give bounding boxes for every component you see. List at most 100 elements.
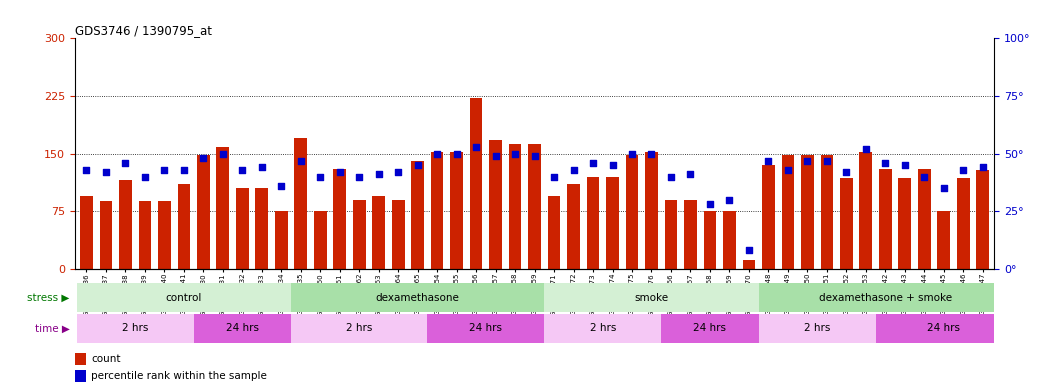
- Point: [838, 169, 854, 175]
- Bar: [704, 211, 716, 269]
- Bar: [236, 188, 249, 269]
- Text: 24 hrs: 24 hrs: [927, 323, 960, 333]
- Point: [312, 174, 329, 180]
- Bar: [544, 314, 661, 343]
- Bar: [100, 201, 112, 269]
- Point: [215, 151, 231, 157]
- Text: time ▶: time ▶: [34, 323, 70, 333]
- Point: [195, 155, 212, 161]
- Bar: [586, 177, 599, 269]
- Bar: [353, 200, 365, 269]
- Point: [390, 169, 407, 175]
- Point: [78, 167, 94, 173]
- Bar: [333, 169, 346, 269]
- Bar: [373, 196, 385, 269]
- Bar: [723, 211, 736, 269]
- Bar: [548, 196, 561, 269]
- Bar: [194, 314, 291, 343]
- Bar: [75, 370, 86, 382]
- Point: [702, 201, 718, 207]
- Point: [584, 160, 601, 166]
- Bar: [957, 178, 969, 269]
- Bar: [684, 200, 696, 269]
- Bar: [759, 283, 1012, 312]
- Point: [507, 151, 523, 157]
- Point: [721, 197, 738, 203]
- Point: [624, 151, 640, 157]
- Text: control: control: [166, 293, 202, 303]
- Point: [955, 167, 972, 173]
- Point: [935, 185, 952, 191]
- Point: [234, 167, 250, 173]
- Bar: [197, 155, 210, 269]
- Point: [331, 169, 348, 175]
- Bar: [567, 184, 580, 269]
- Text: dexamethasone + smoke: dexamethasone + smoke: [819, 293, 952, 303]
- Bar: [879, 169, 892, 269]
- Bar: [801, 155, 814, 269]
- Bar: [646, 152, 658, 269]
- Point: [526, 153, 543, 159]
- Bar: [820, 155, 834, 269]
- Text: dexamethasone: dexamethasone: [376, 293, 460, 303]
- Point: [253, 164, 270, 170]
- Bar: [937, 211, 950, 269]
- Bar: [977, 170, 989, 269]
- Point: [975, 164, 991, 170]
- Bar: [840, 178, 852, 269]
- Bar: [275, 211, 288, 269]
- Point: [780, 167, 796, 173]
- Point: [487, 153, 503, 159]
- Bar: [291, 314, 428, 343]
- Text: 2 hrs: 2 hrs: [590, 323, 616, 333]
- Bar: [782, 155, 794, 269]
- Bar: [875, 314, 1012, 343]
- Bar: [119, 180, 132, 269]
- Bar: [75, 353, 86, 365]
- Point: [740, 247, 757, 253]
- Text: 24 hrs: 24 hrs: [693, 323, 727, 333]
- Point: [662, 174, 679, 180]
- Point: [98, 169, 114, 175]
- Bar: [138, 201, 152, 269]
- Text: 2 hrs: 2 hrs: [121, 323, 148, 333]
- Point: [644, 151, 660, 157]
- Bar: [77, 314, 194, 343]
- Point: [293, 157, 309, 164]
- Text: 24 hrs: 24 hrs: [226, 323, 258, 333]
- Bar: [291, 283, 544, 312]
- Bar: [762, 165, 774, 269]
- Point: [682, 171, 699, 177]
- Point: [273, 183, 290, 189]
- Bar: [77, 283, 291, 312]
- Text: GDS3746 / 1390795_at: GDS3746 / 1390795_at: [75, 24, 212, 37]
- Point: [351, 174, 367, 180]
- Point: [604, 162, 621, 168]
- Bar: [544, 283, 759, 312]
- Point: [799, 157, 816, 164]
- Bar: [742, 260, 756, 269]
- Point: [117, 160, 134, 166]
- Bar: [428, 314, 544, 343]
- Point: [916, 174, 932, 180]
- Text: count: count: [91, 354, 120, 364]
- Bar: [664, 200, 677, 269]
- Bar: [859, 152, 872, 269]
- Bar: [295, 138, 307, 269]
- Bar: [450, 152, 463, 269]
- Bar: [759, 314, 875, 343]
- Point: [371, 171, 387, 177]
- Bar: [411, 161, 424, 269]
- Point: [857, 146, 874, 152]
- Text: 24 hrs: 24 hrs: [469, 323, 502, 333]
- Bar: [217, 147, 229, 269]
- Bar: [313, 211, 327, 269]
- Bar: [509, 144, 521, 269]
- Bar: [899, 178, 911, 269]
- Bar: [80, 196, 92, 269]
- Point: [175, 167, 192, 173]
- Bar: [431, 152, 443, 269]
- Point: [137, 174, 154, 180]
- Point: [760, 157, 776, 164]
- Point: [877, 160, 894, 166]
